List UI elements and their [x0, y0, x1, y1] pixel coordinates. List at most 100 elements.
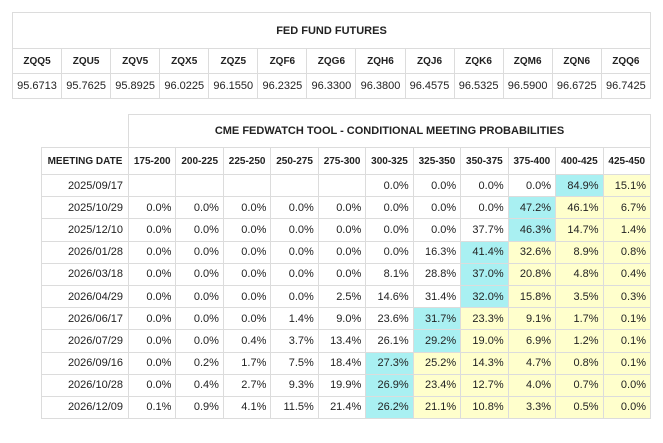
fedwatch-title: CME FEDWATCH TOOL - CONDITIONAL MEETING … — [128, 114, 651, 148]
probability-cell: 9.3% — [270, 373, 319, 397]
probability-cell: 0.0% — [127, 196, 177, 220]
probability-cell: 0.0% — [365, 196, 414, 220]
probability-cell: 23.6% — [365, 307, 414, 331]
probability-cell: 15.8% — [507, 284, 557, 309]
rate-range-header: 425-450 — [602, 147, 652, 175]
rate-range-header: 325-350 — [412, 147, 462, 175]
meeting-row: 2025/12/10 0.0% 0.0% 0.0% 0.0% 0.0% 0.0% 0.0% 37… — [41, 218, 652, 242]
meeting-row: 2026/12/09 0.1% 0.9% 4.1% 11.5% 21.4% 26.2% 21.… — [41, 395, 652, 420]
probability-cell: 23.4% — [412, 373, 462, 397]
futures-contract-price: 96.3800 — [355, 73, 406, 99]
futures-contract-price: 95.8925 — [110, 73, 161, 99]
futures-contract-code: ZQK6 — [453, 48, 504, 74]
probability-cell: 0.5% — [555, 395, 604, 420]
probability-cell: 21.4% — [317, 395, 367, 420]
probability-cell: 46.1% — [555, 196, 604, 220]
probability-cell: 0.0% — [602, 373, 652, 397]
probability-cell: 14.7% — [555, 218, 604, 242]
futures-contract-price: 96.6725 — [551, 73, 602, 99]
futures-contract-code: ZQZ5 — [208, 48, 259, 74]
futures-contract-price: 96.2325 — [257, 73, 308, 99]
probability-cell: 18.4% — [317, 351, 367, 375]
probability-cell: 0.0% — [127, 351, 177, 375]
probability-cell: 0.0% — [270, 240, 319, 264]
probability-cell: 0.8% — [555, 351, 604, 375]
meeting-date-cell: 2026/04/29 — [41, 284, 129, 309]
probability-cell: 3.3% — [507, 395, 557, 420]
meeting-row: 2026/01/28 0.0% 0.0% 0.0% 0.0% 0.0% 0.0% 16.3% 4… — [41, 240, 652, 264]
probability-cell: 0.0% — [175, 307, 224, 331]
fed-fund-futures-table: FED FUND FUTURES ZQQ5 ZQU5 ZQV5 ZQX5 ZQZ5 ZQF… — [11, 12, 652, 99]
probability-cell: 0.0% — [365, 173, 414, 198]
futures-contract-code: ZQV5 — [110, 48, 161, 74]
probability-cell: 0.0% — [127, 218, 177, 242]
meeting-row: 2026/06/17 0.0% 0.0% 0.0% 1.4% 9.0% 23.6% 31.7%… — [41, 307, 652, 331]
futures-contract-price: 96.5900 — [502, 73, 553, 99]
meeting-date-cell: 2026/01/28 — [41, 240, 129, 264]
probability-cell: 20.8% — [507, 262, 557, 286]
probability-cell: 0.0% — [507, 173, 557, 198]
fed-fund-futures-panel: FED FUND FUTURES ZQQ5 ZQU5 ZQV5 ZQX5 ZQZ5 ZQF… — [11, 12, 652, 99]
probability-cell: 19.0% — [460, 329, 509, 353]
futures-contract-code: ZQM6 — [502, 48, 553, 74]
probability-cell: 2.7% — [222, 373, 272, 397]
probability-cell: 0.0% — [270, 284, 319, 309]
probability-cell: 27.3% — [365, 351, 414, 375]
rate-range-header: 350-375 — [460, 147, 509, 175]
rate-range-header: 225-250 — [222, 147, 272, 175]
probability-cell: 0.0% — [222, 262, 272, 286]
probability-cell: 0.1% — [602, 307, 652, 331]
probability-cell: 0.0% — [127, 262, 177, 286]
futures-contract-price: 95.7625 — [61, 73, 112, 99]
probability-cell: 0.0% — [602, 395, 652, 420]
probability-cell: 0.0% — [127, 373, 177, 397]
futures-contract-code: ZQU5 — [61, 48, 112, 74]
probability-cell: 0.2% — [175, 351, 224, 375]
probability-cell: 0.0% — [175, 284, 224, 309]
probability-cell: 9.1% — [507, 307, 557, 331]
probability-cell: 9.0% — [317, 307, 367, 331]
probability-cell: 0.1% — [602, 351, 652, 375]
probability-cell: 7.5% — [270, 351, 319, 375]
probability-cell: 4.0% — [507, 373, 557, 397]
rate-range-header: 400-425 — [555, 147, 604, 175]
probability-cell: 47.2% — [507, 196, 557, 220]
probability-cell: 1.7% — [555, 307, 604, 331]
probability-cell: 0.0% — [412, 196, 462, 220]
probability-cell: 13.4% — [317, 329, 367, 353]
probability-cell: 0.0% — [460, 173, 509, 198]
futures-title: FED FUND FUTURES — [12, 12, 651, 49]
probability-cell: 10.8% — [460, 395, 509, 420]
fedwatch-probability-table: CME FEDWATCH TOOL - CONDITIONAL MEETING … — [41, 114, 652, 420]
meeting-date-cell: 2026/06/17 — [41, 307, 129, 331]
probability-cell: 12.7% — [460, 373, 509, 397]
futures-contract-row: ZQQ5 ZQU5 ZQV5 ZQX5 ZQZ5 ZQF6 ZQG6 ZQH6 ZQJ6 ZQK6… — [11, 48, 652, 74]
probability-cell: 0.0% — [412, 173, 462, 198]
probability-cell: 0.0% — [412, 218, 462, 242]
futures-contract-code: ZQQ5 — [11, 48, 63, 74]
rate-range-header: 175-200 — [127, 147, 177, 175]
probability-cell: 0.0% — [127, 240, 177, 264]
futures-contract-price: 96.4575 — [404, 73, 455, 99]
probability-cell: 3.7% — [270, 329, 319, 353]
futures-contract-code: ZQF6 — [257, 48, 308, 74]
meeting-date-cell: 2025/12/10 — [41, 218, 129, 242]
futures-contract-code: ZQJ6 — [404, 48, 455, 74]
probability-cell: 26.1% — [365, 329, 414, 353]
meeting-row: 2026/03/18 0.0% 0.0% 0.0% 0.0% 0.0% 8.1% 28.8% 3… — [41, 262, 652, 286]
probability-cell: 6.7% — [602, 196, 652, 220]
meeting-date-cell: 2025/09/17 — [41, 173, 129, 198]
probability-cell: 0.0% — [317, 240, 367, 264]
probability-cell: 29.2% — [412, 329, 462, 353]
meeting-date-cell: 2026/09/16 — [41, 351, 129, 375]
probability-cell: 31.7% — [412, 307, 462, 331]
futures-contract-code: ZQG6 — [306, 48, 357, 74]
probability-cell: 0.0% — [222, 307, 272, 331]
rate-range-header: 200-225 — [175, 147, 224, 175]
probability-cell: 1.7% — [222, 351, 272, 375]
futures-contract-price: 96.7425 — [600, 73, 652, 99]
probability-cell: 3.5% — [555, 284, 604, 309]
probability-cell: 11.5% — [270, 395, 319, 420]
probability-cell: 19.9% — [317, 373, 367, 397]
meeting-row: 2026/07/29 0.0% 0.0% 0.4% 3.7% 13.4% 26.1% 29.2… — [41, 329, 652, 353]
